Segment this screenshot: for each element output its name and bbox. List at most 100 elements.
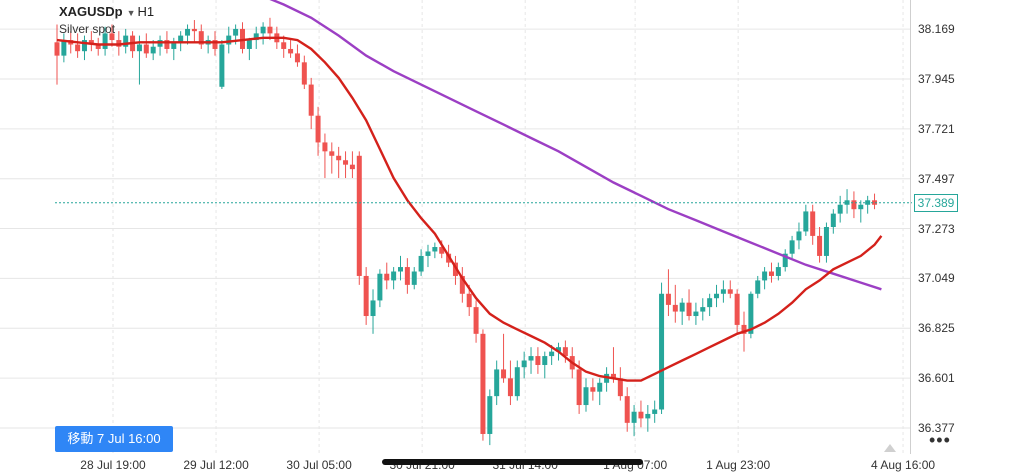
candle-down [686,289,692,321]
candle-body [288,48,294,54]
candle-body [659,293,665,410]
candle-down [143,33,149,58]
chevron-down-icon[interactable]: ▼ [126,8,136,18]
candle-up [136,35,142,85]
candle-body [363,275,369,317]
candle-body [810,211,816,236]
candle-down [349,151,355,179]
candle-body [549,351,555,357]
candle-down [301,55,307,90]
candle-down [665,269,671,317]
candle-body [294,53,300,63]
scroll-to-latest-icon[interactable] [884,444,896,452]
candle-body [597,382,603,392]
candle-up [157,35,163,56]
candle-body [590,387,596,392]
candle-down [768,262,774,283]
candle-up [755,275,761,299]
candle-up [830,209,836,234]
candle-up [631,405,637,437]
candle-body [610,373,616,379]
candle-body [638,411,644,419]
candle-down [384,262,390,290]
candle-body [136,44,142,52]
candle-down [308,77,314,130]
home-indicator[interactable] [382,459,643,465]
symbol-description: Silver spot [59,22,116,36]
candle-body [336,155,342,161]
candle-up [398,255,403,281]
candlestick-series [54,17,878,446]
candle-up [123,28,129,54]
candle-body [872,200,878,205]
candle-up [693,302,699,325]
candle-down [294,44,300,67]
candle-up [720,280,726,303]
timeframe-label[interactable]: H1 [137,4,155,19]
candle-body [583,387,589,406]
candle-body [233,28,239,36]
candle-body [768,271,774,276]
candle-body [686,302,692,317]
x-tick-label: 28 Jul 19:00 [80,458,146,472]
candle-up [377,269,383,308]
candle-body [432,247,438,252]
candle-body [164,40,170,49]
candle-up [61,33,67,63]
candle-down [535,347,541,374]
candle-body [823,227,829,256]
candle-up [425,244,431,268]
candle-body [198,31,204,45]
candle-body [707,298,713,308]
candle-up [494,360,500,406]
candle-up [659,282,665,414]
candle-body [528,356,534,361]
candle-body [562,347,568,357]
candle-down [356,151,362,285]
y-tick-label: 37.497 [918,171,955,186]
candle-down [329,142,335,174]
candle-body [851,200,857,210]
symbol-name[interactable]: XAGUSDp [59,4,123,19]
candle-up [81,35,87,61]
candle-down [88,31,94,52]
candle-up [782,249,788,272]
candle-body [734,293,740,325]
crosshair-time-badge[interactable]: 移動 7 Jul 16:00 [55,426,173,452]
candle-body [281,42,287,49]
candle-body [576,369,582,406]
candle-up [679,298,685,325]
candle-body [301,62,307,85]
candle-body [652,409,658,414]
candle-down [501,333,507,383]
candle-down [610,347,616,383]
candle-body [322,142,328,152]
candle-body [679,302,685,312]
candle-down [480,329,486,441]
candle-up [391,267,397,290]
candle-body [487,396,493,434]
candle-body [185,28,191,36]
candle-body [384,273,390,281]
candle-body [542,356,548,365]
candle-up [865,195,871,214]
candle-up [789,235,795,259]
candle-body [212,40,218,49]
candle-body [75,44,81,52]
candle-body [837,204,843,214]
candle-body [535,356,541,365]
candle-body [645,413,651,419]
candle-down [562,340,568,363]
candle-body [329,151,335,156]
candle-down [267,17,273,41]
candle-body [556,347,562,352]
candle-up [762,267,768,290]
candle-down [336,146,342,179]
candle-down [109,24,115,47]
more-options-button[interactable]: ••• [929,430,951,450]
symbol-header[interactable]: XAGUSDp ▼ H1 [59,4,154,19]
candle-body [796,231,802,241]
candle-up [528,347,534,374]
candle-body [343,160,349,165]
